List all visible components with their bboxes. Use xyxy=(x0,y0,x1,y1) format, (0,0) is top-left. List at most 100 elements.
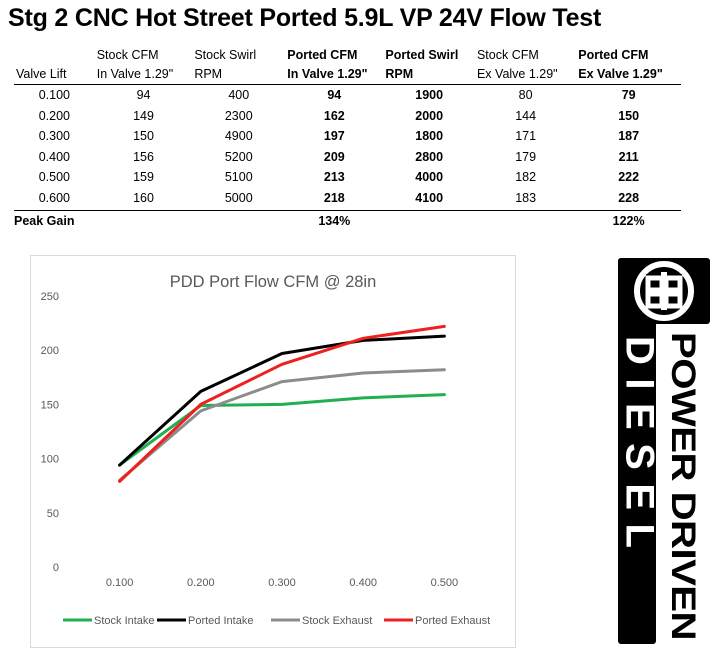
y-tick-label: 100 xyxy=(41,454,59,466)
table-cell: 209 xyxy=(323,149,345,164)
table-cell: 211 xyxy=(618,149,639,164)
table-body: 0.100 94 400 94 1900 80 79 0.200 149 2300 162 2000 1… xyxy=(14,85,681,232)
y-tick-label: 200 xyxy=(41,345,59,357)
column-header-line2: RPM xyxy=(194,67,223,81)
table-cell xyxy=(192,211,285,232)
flow-chart: PDD Port Flow CFM @ 28in 0 50 100 150 200 250 0… xyxy=(30,255,516,648)
table-cell: 171 xyxy=(515,129,537,144)
pdd-emblem-icon xyxy=(634,261,694,321)
table-cell: 4900 xyxy=(224,129,253,144)
legend-entry: Stock Intake xyxy=(94,615,155,627)
table-cell: 162 xyxy=(323,108,345,123)
table-cell: 156 xyxy=(133,149,154,164)
column-header-line1 xyxy=(16,46,93,65)
table-cell: 0.100 xyxy=(38,88,70,103)
logo-diesel-column xyxy=(618,258,656,644)
table-cell: 187 xyxy=(618,129,640,144)
column-header-line1: Ported CFM xyxy=(578,48,649,62)
column-header-line1: Stock CFM xyxy=(96,48,159,62)
column-header: Stock CFM Ex Valve 1.29" xyxy=(475,46,576,85)
peak-gain-label: Peak Gain xyxy=(14,214,75,228)
chart-title: PDD Port Flow CFM @ 28in xyxy=(170,273,377,291)
column-header: Stock Swirl RPM xyxy=(192,46,285,85)
table-cell: 183 xyxy=(515,190,537,205)
table-cell: 228 xyxy=(618,190,640,205)
column-header-line2: In Valve 1.29" xyxy=(96,67,174,81)
peak-gain-value: 134% xyxy=(318,214,351,228)
table-row: 0.400 156 5200 209 2800 179 211 xyxy=(14,147,681,168)
x-tick-label: 0.100 xyxy=(106,577,134,589)
table-cell: 80 xyxy=(518,88,533,103)
table-cell: 213 xyxy=(323,170,345,185)
column-header-line1: Stock Swirl xyxy=(194,48,257,62)
page-title: Stg 2 CNC Hot Street Ported 5.9L VP 24V … xyxy=(8,4,602,32)
legend-entry: Stock Exhaust xyxy=(302,615,372,627)
table-cell: 159 xyxy=(133,170,154,185)
table-cell: 0.300 xyxy=(38,129,70,144)
column-header: Stock CFM In Valve 1.29" xyxy=(95,46,193,85)
table-cell: 197 xyxy=(323,129,345,144)
peak-gain-row: Peak Gain 134% 122% xyxy=(14,210,681,232)
table-cell: 1900 xyxy=(415,88,444,103)
table-row: 0.200 149 2300 162 2000 144 150 xyxy=(14,106,681,127)
series-line xyxy=(118,324,446,483)
column-header-line1: Ported CFM xyxy=(287,48,358,62)
column-header-line1: Ported Swirl xyxy=(385,48,459,62)
table-cell xyxy=(475,211,576,232)
table-cell: 0.600 xyxy=(38,190,70,205)
table-cell: 144 xyxy=(515,108,537,123)
x-tick-label: 0.300 xyxy=(268,577,296,589)
column-header: Ported Swirl RPM xyxy=(383,46,475,85)
column-header-line1: Stock CFM xyxy=(476,48,539,62)
table-cell: 150 xyxy=(618,108,640,123)
column-header: Ported CFM In Valve 1.29" xyxy=(285,46,383,85)
table-cell: 4100 xyxy=(415,190,444,205)
logo-word-diesel: DIESEL xyxy=(618,336,661,561)
y-tick-label: 150 xyxy=(41,399,59,411)
table-header-row: Valve Lift Stock CFM In Valve 1.29" Stock S… xyxy=(14,46,681,85)
legend-entry: Ported Exhaust xyxy=(415,615,490,627)
table-cell: 2000 xyxy=(415,108,444,123)
table-cell: 2800 xyxy=(415,149,444,164)
table-cell: 1800 xyxy=(415,129,444,144)
logo-word-power-driven: POWER DRIVEN xyxy=(664,332,702,640)
column-header: Ported CFM Ex Valve 1.29" xyxy=(576,46,681,85)
table-cell: 94 xyxy=(327,88,342,103)
legend-entry: Ported Intake xyxy=(188,615,253,627)
table-cell: 2300 xyxy=(224,108,253,123)
table-cell: 182 xyxy=(515,170,537,185)
column-header-line2: Valve Lift xyxy=(16,67,67,81)
column-header-line2: Ex Valve 1.29" xyxy=(578,67,663,81)
table-cell: 179 xyxy=(515,149,537,164)
series-line xyxy=(118,393,446,467)
y-tick-label: 250 xyxy=(41,291,59,303)
column-header: Valve Lift xyxy=(14,46,95,85)
y-tick-label: 50 xyxy=(47,508,59,520)
table-cell: 149 xyxy=(133,108,154,123)
peak-gain-value: 122% xyxy=(612,214,645,228)
x-tick-label: 0.500 xyxy=(431,577,459,589)
table-cell: 160 xyxy=(133,190,154,205)
table-cell: 4000 xyxy=(415,170,444,185)
series-line xyxy=(118,368,446,482)
flow-chart-svg: PDD Port Flow CFM @ 28in 0 50 100 150 200 250 0… xyxy=(41,273,491,627)
x-tick-label: 0.400 xyxy=(349,577,377,589)
column-header-line2: Ex Valve 1.29" xyxy=(476,67,558,81)
table-row: 0.500 159 5100 213 4000 182 222 xyxy=(14,167,681,188)
table-cell xyxy=(95,211,193,232)
table-cell xyxy=(383,211,475,232)
table-row: 0.100 94 400 94 1900 80 79 xyxy=(14,85,681,106)
table-cell: 222 xyxy=(618,170,640,185)
table-cell: 218 xyxy=(323,190,345,205)
flow-test-table: Valve Lift Stock CFM In Valve 1.29" Stock S… xyxy=(14,46,681,231)
series-line xyxy=(118,334,446,467)
table-cell: 94 xyxy=(136,88,151,103)
table-cell: 0.200 xyxy=(38,108,70,123)
table-row: 0.600 160 5000 218 4100 183 228 xyxy=(14,188,681,211)
y-tick-label: 0 xyxy=(53,562,59,574)
table-cell: 150 xyxy=(133,129,154,144)
table-cell: 400 xyxy=(228,88,250,103)
table-cell: 5200 xyxy=(224,149,253,164)
table-cell: 0.500 xyxy=(38,170,70,185)
table-cell: 79 xyxy=(621,88,636,103)
